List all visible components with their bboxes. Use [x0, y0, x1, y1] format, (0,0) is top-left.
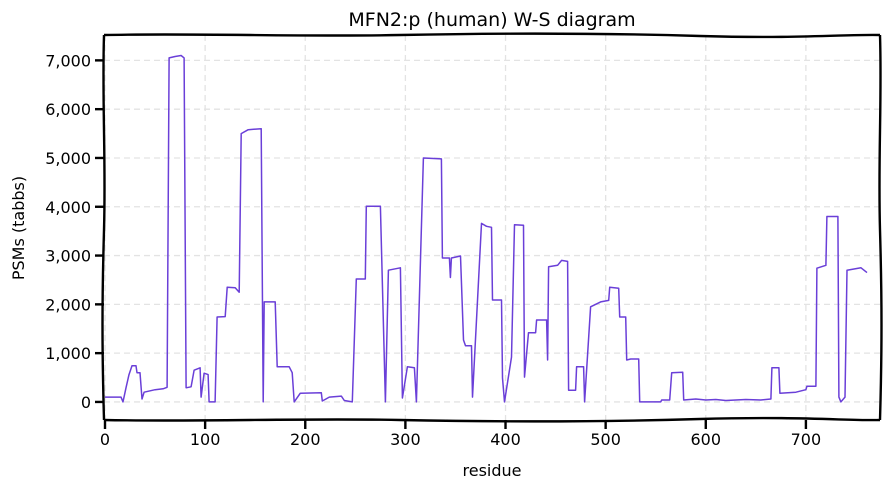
y-tick-label: 5,000 — [45, 149, 91, 168]
x-tick-label: 600 — [691, 430, 722, 449]
x-axis-ticks: 0 100 200 300 400 500 600 700 — [100, 420, 821, 449]
y-tick-label: 0 — [81, 393, 91, 412]
x-tick-label: 700 — [791, 430, 822, 449]
grid — [104, 35, 880, 420]
x-tick-label: 300 — [390, 430, 421, 449]
x-tick-label: 200 — [290, 430, 321, 449]
y-tick-label: 3,000 — [45, 247, 91, 266]
y-axis-label: PSMs (tabbs) — [9, 176, 28, 280]
axes-frame — [101, 32, 883, 423]
series-line-mfn2 — [105, 54, 868, 403]
x-tick-label: 100 — [190, 430, 221, 449]
left-spine — [101, 34, 106, 421]
y-tick-label: 4,000 — [45, 198, 91, 217]
y-tick-label: 1,000 — [45, 344, 91, 363]
y-axis-ticks: 0 1,000 2,000 3,000 4,000 5,000 6,000 7,000 — [45, 51, 104, 412]
x-tick-label: 500 — [590, 430, 621, 449]
y-tick-label: 2,000 — [45, 295, 91, 314]
y-tick-label: 7,000 — [45, 51, 91, 70]
y-tick-label: 6,000 — [45, 100, 91, 119]
right-spine — [878, 34, 883, 421]
bottom-spine — [103, 416, 881, 423]
top-spine — [103, 32, 881, 39]
x-axis-label: residue — [463, 461, 522, 480]
x-tick-label: 400 — [490, 430, 521, 449]
chart-title: MFN2:p (human) W-S diagram — [348, 9, 635, 31]
x-tick-label: 0 — [100, 430, 110, 449]
